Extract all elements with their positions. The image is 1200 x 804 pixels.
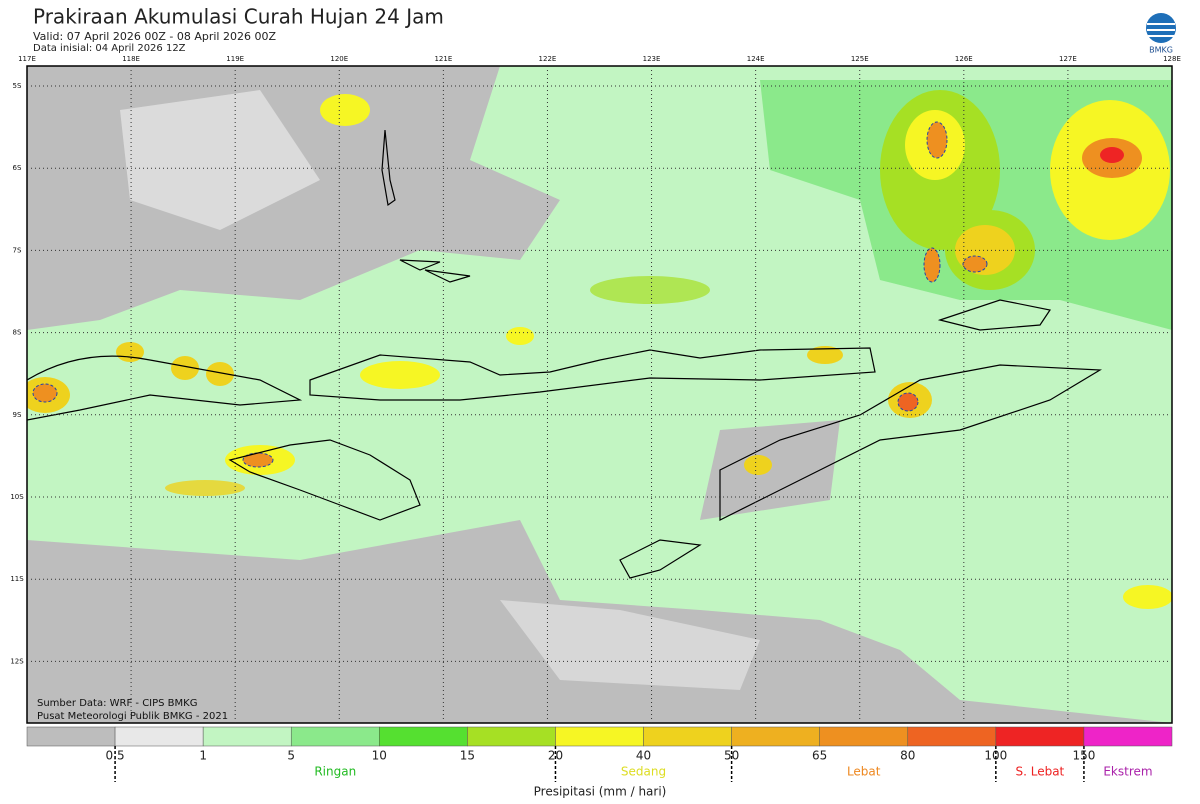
legend-swatch [555,726,644,747]
lon-label: 123E [643,55,661,63]
legend-swatch [995,726,1085,747]
map-area [27,66,1172,723]
legend-tick: 20 [548,749,563,763]
lon-label: 125E [851,55,869,63]
lon-label: 118E [122,55,140,63]
lat-label: 11S [10,575,24,583]
legend-tick: 100 [984,749,1007,763]
lat-label: 6S [13,164,22,172]
lon-label: 128E [1163,55,1181,63]
map-frame [26,65,1173,724]
legend-tick: 10 [372,749,387,763]
legend-tick: 50 [724,749,739,763]
lon-label: 126E [955,55,973,63]
legend-category: Sedang [621,765,666,779]
legend-swatch [467,726,556,747]
initial-time: Data inisial: 04 April 2026 12Z [33,43,186,54]
legend-category: Ekstrem [1103,765,1152,779]
legend-swatch [819,726,909,747]
legend-tick: 1 [199,749,207,763]
logo: BMKG [1146,13,1176,55]
legend-swatch [731,726,820,747]
legend-swatch [907,726,997,747]
credit-org: Pusat Meteorologi Publik BMKG - 2021 [37,711,228,722]
credit-source: Sumber Data: WRF - CIPS BMKG [37,698,197,709]
lon-label: 127E [1059,55,1077,63]
lat-label: 9S [13,411,22,419]
lat-label: 7S [13,246,22,254]
legend-tick: 40 [636,749,651,763]
lat-label: 8S [13,329,22,337]
legend-tick: 15 [460,749,475,763]
graticule: 117E 118E 119E 120E 121E 122E 123E 124E 125E 126E… [10,55,1181,723]
legend-swatch [379,726,468,747]
legend-title: Presipitasi (mm / hari) [534,785,667,799]
lon-label: 121E [434,55,452,63]
legend-swatch [643,726,732,747]
lon-label: 122E [539,55,557,63]
legend-swatch [114,726,204,747]
legend-tick: 5 [287,749,295,763]
legend-category: S. Lebat [1015,765,1064,779]
legend-category: Lebat [847,765,881,779]
lat-label: 10S [10,493,24,501]
lat-label: 5S [13,82,22,90]
legend-swatch [202,726,292,747]
legend-tick: 0.5 [106,749,125,763]
legend-swatch [26,726,116,747]
legend-swatch [1083,726,1173,747]
legend-tick: 150 [1072,749,1095,763]
legend-tick: 65 [812,749,827,763]
lon-label: 120E [330,55,348,63]
logo-text: BMKG [1149,46,1173,55]
lat-label: 12S [10,657,24,665]
title: Prakiraan Akumulasi Curah Hujan 24 Jam [33,5,444,29]
legend-category: Ringan [314,765,356,779]
lon-label: 119E [226,55,244,63]
lon-label: 124E [747,55,765,63]
lon-label: 117E [18,55,36,63]
legend-tick: 80 [900,749,915,763]
valid-time: Valid: 07 April 2026 00Z - 08 April 2026… [33,30,276,43]
legend-swatch [290,726,380,747]
